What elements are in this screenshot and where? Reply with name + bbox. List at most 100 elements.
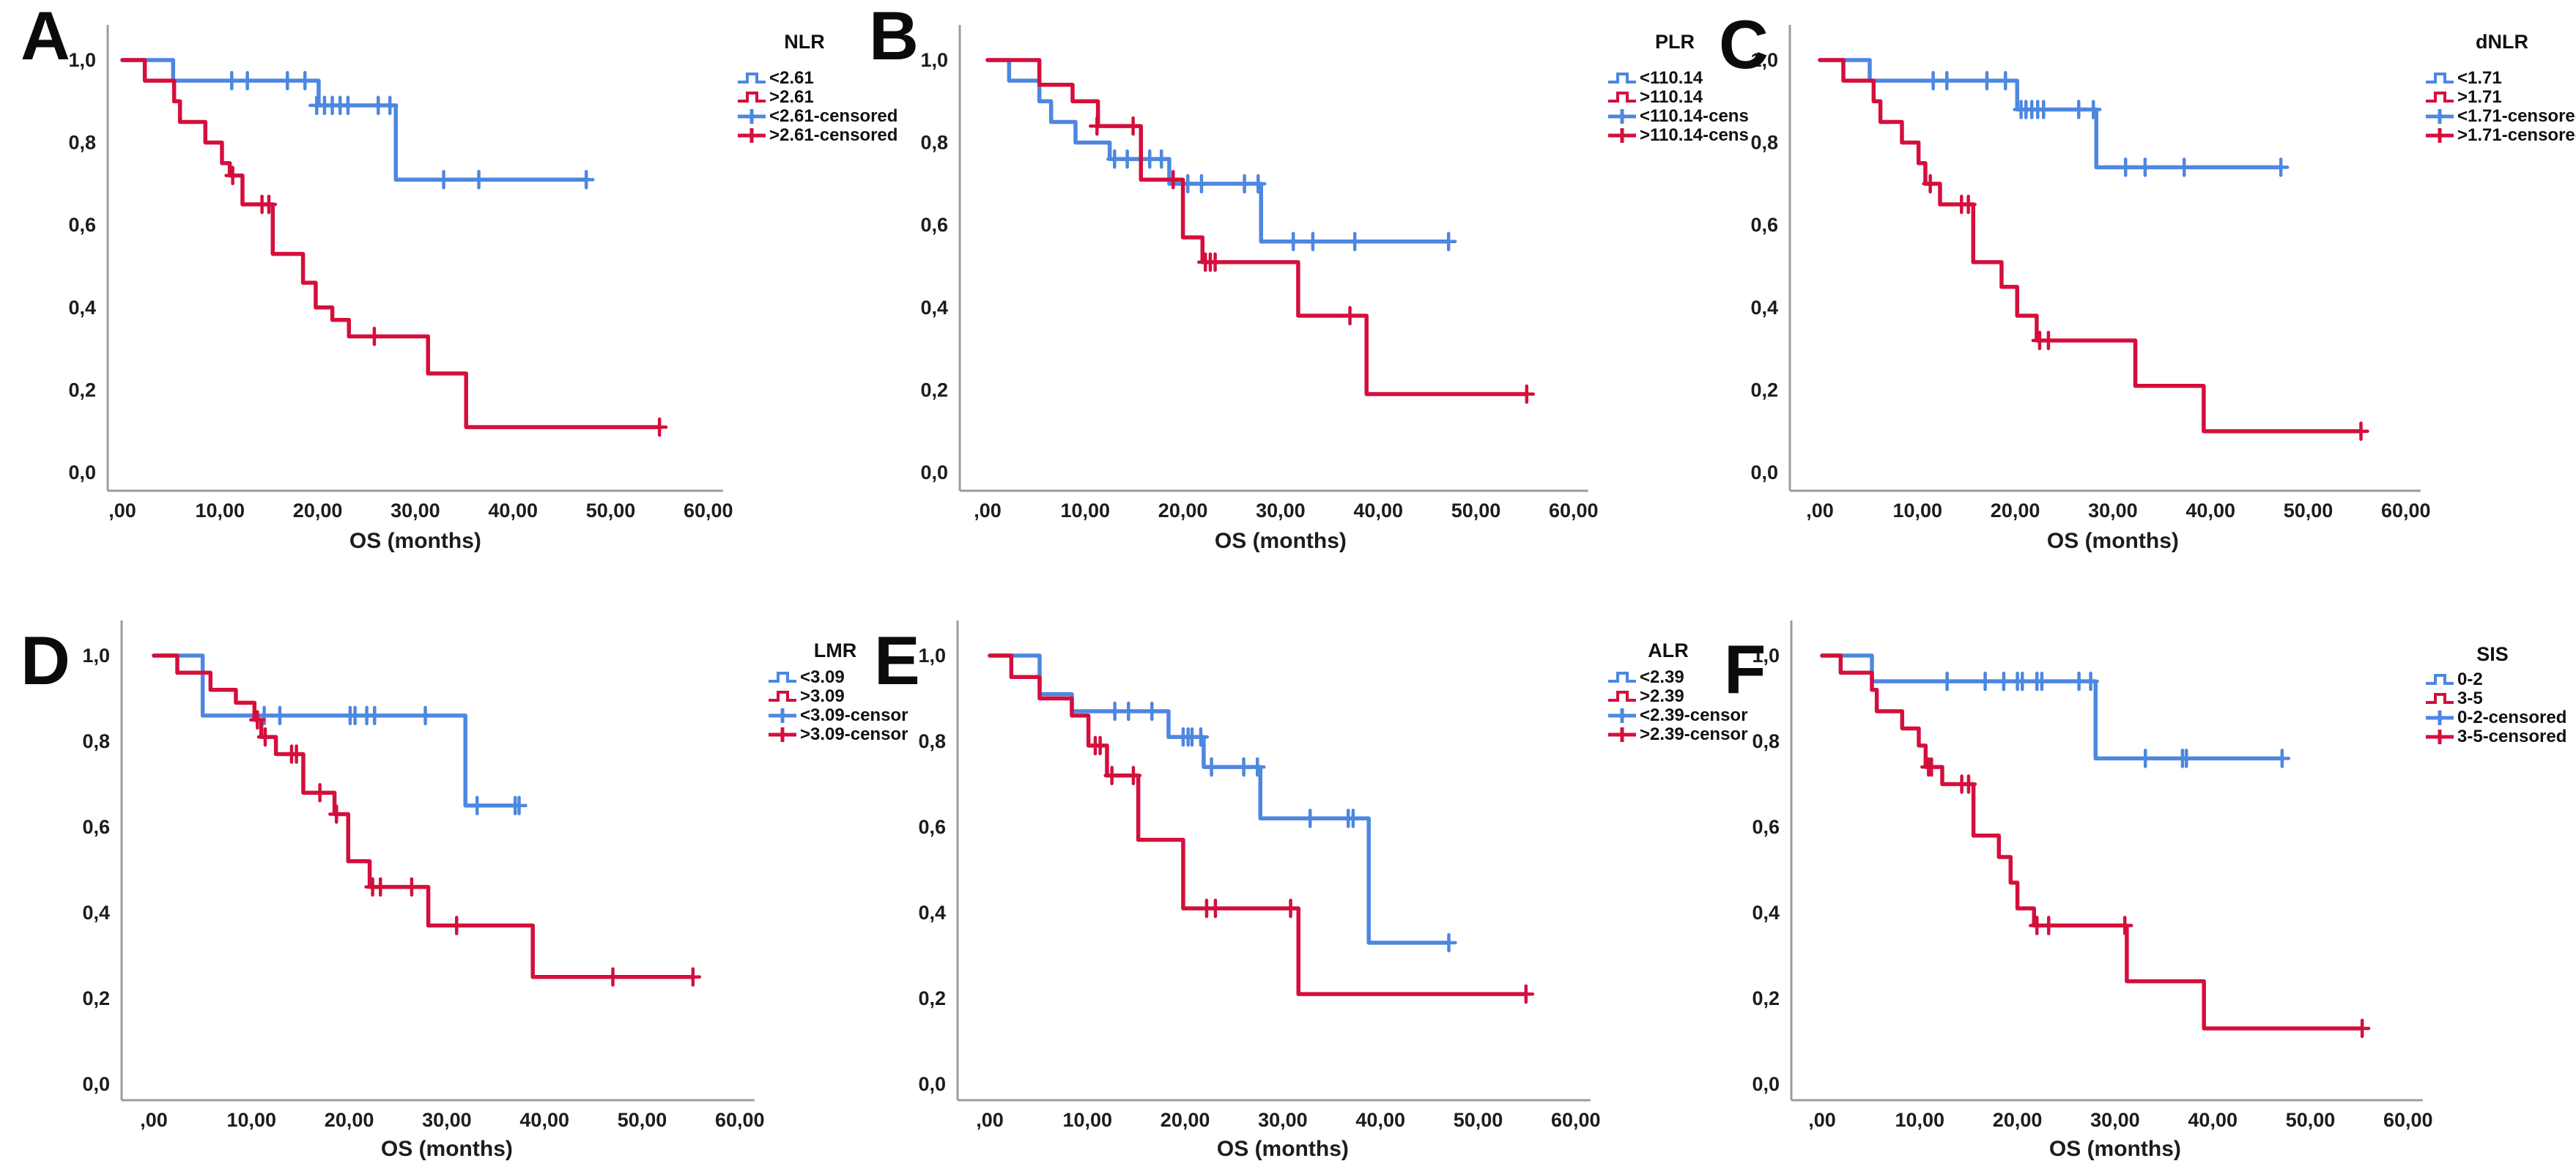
legend-item: >1.71-censored — [2425, 125, 2576, 145]
x-tick-label: 40,00 — [488, 500, 538, 522]
panel-B: 1,0 0,8 0,6 0,4 0,2 0,0 ,00 10,00 20,00 30,00 40,0… — [859, 0, 1749, 586]
y-tick-label: 1,0 — [920, 49, 948, 71]
censor-mark — [1207, 252, 1224, 272]
censor-mark — [1518, 384, 1536, 404]
censor-mark — [271, 705, 289, 726]
censor-mark — [1165, 170, 1182, 190]
censor-mark — [297, 70, 314, 91]
panel-letter: B — [869, 0, 919, 74]
censor-mark — [1341, 305, 1358, 326]
panel-F: 1,0 0,8 0,6 0,4 0,2 0,0 ,00 10,00 20,00 30,00 40,0… — [1717, 619, 2576, 1161]
legend-item: <3.09 — [768, 667, 936, 687]
x-tick-label: 60,00 — [684, 500, 733, 522]
legend-item: <1.71-censored — [2425, 106, 2576, 126]
legend-item: 0-2-censored — [2425, 708, 2576, 727]
y-tick-label: 0,2 — [918, 987, 946, 1009]
censor-mark — [339, 95, 357, 116]
censor-mark — [328, 804, 345, 824]
legend-label: 3-5 — [2457, 689, 2483, 708]
y-tick-label: 0,8 — [920, 132, 948, 154]
x-tick-label: 20,00 — [1158, 500, 1208, 522]
censor-mark — [1092, 735, 1109, 756]
censor-mark — [366, 705, 383, 726]
censor-mark — [1346, 231, 1363, 251]
y-tick-label: 0,0 — [1750, 461, 1778, 483]
x-tick-label: 20,00 — [1993, 1109, 2043, 1131]
legend-item: <2.61-censored — [737, 106, 906, 126]
km-curve-3-5 — [1820, 653, 2364, 1031]
legend-item: <2.39-censor — [1607, 705, 1776, 725]
censor-mark — [2175, 157, 2193, 177]
censor-mark — [511, 795, 528, 815]
legend-item: >3.09-censor — [768, 724, 936, 744]
censor-cross-icon — [1608, 727, 1636, 742]
x-tick-label: 10,00 — [1895, 1109, 1945, 1131]
y-tick-label: 1,0 — [918, 645, 946, 667]
censor-mark — [2273, 749, 2291, 768]
km-curve-<2.61 — [120, 58, 588, 182]
censor-mark — [1304, 231, 1322, 251]
legend-label: <2.39 — [1640, 667, 1684, 687]
censor-mark — [1106, 149, 1123, 169]
censor-mark — [2353, 1018, 2371, 1039]
legend-label: >2.61 — [769, 87, 814, 107]
censor-mark — [1344, 809, 1362, 828]
legend-title: dNLR — [2476, 31, 2528, 53]
censor-mark — [1923, 757, 1940, 777]
x-tick-label: 10,00 — [1063, 1109, 1113, 1131]
legend-label: >2.61-censored — [769, 125, 898, 145]
censor-mark — [224, 166, 241, 185]
y-tick-label: 1,0 — [68, 49, 96, 71]
x-tick-label: 50,00 — [2286, 1109, 2336, 1131]
censor-mark — [288, 744, 305, 764]
censor-mark — [1922, 174, 1939, 194]
x-tick-label: ,00 — [1806, 500, 1834, 522]
censor-mark — [1997, 70, 2014, 91]
censor-mark — [435, 170, 452, 190]
censor-mark — [1207, 898, 1224, 919]
legend-item: >2.61-censored — [737, 125, 906, 145]
censor-mark — [1119, 149, 1136, 169]
y-tick-label: 0,4 — [1752, 902, 1780, 924]
censor-mark — [470, 170, 487, 190]
legend-item: <2.61 — [737, 68, 906, 88]
panel-E: 1,0 0,8 0,6 0,4 0,2 0,0 ,00 10,00 20,00 30,00 40,0… — [859, 619, 1747, 1161]
legend-label: >3.09-censor — [800, 724, 908, 744]
panel-letter: C — [1719, 6, 1769, 83]
x-tick-label: 40,00 — [1355, 1109, 1405, 1131]
legend-label: <2.39-censor — [1640, 705, 1748, 725]
censor-mark — [2035, 100, 2052, 119]
y-tick-label: 0,8 — [68, 132, 96, 154]
legend-item: 0-2 — [2425, 669, 2576, 689]
panel-letter: F — [1724, 631, 1766, 708]
censor-mark — [1144, 701, 1161, 722]
x-tick-label: 10,00 — [1893, 500, 1943, 522]
x-axis-title: OS (months) — [1215, 529, 1347, 553]
x-tick-label: 50,00 — [586, 500, 636, 522]
y-tick-label: 0,2 — [1750, 379, 1778, 401]
censor-mark — [1440, 932, 1457, 953]
legend-title: SIS — [2476, 643, 2509, 665]
legend-label: 0-2-censored — [2457, 708, 2567, 727]
legend-LMR: LMR <3.09 >3.09 <3.09-censor >3.09-censo… — [768, 639, 936, 744]
y-tick-label: 0,0 — [920, 461, 948, 483]
legend-label: <3.09-censor — [800, 705, 908, 725]
x-axis-title: OS (months) — [2049, 1137, 2181, 1161]
censor-mark — [372, 877, 389, 897]
x-tick-label: 60,00 — [1549, 500, 1599, 522]
x-tick-label: 30,00 — [2088, 500, 2138, 522]
legend-label: >1.71-censored — [2457, 125, 2576, 145]
censor-mark — [1977, 671, 1994, 691]
x-tick-label: 40,00 — [2188, 1109, 2238, 1131]
km-curve->110.14 — [985, 58, 1529, 396]
step-line-icon — [2426, 693, 2454, 704]
km-plot-D: 1,0 0,8 0,6 0,4 0,2 0,0 ,00 10,00 20,00 30,00 40,0… — [82, 620, 765, 1161]
y-tick-label: 0,8 — [918, 730, 946, 752]
x-tick-label: ,00 — [976, 1109, 1004, 1131]
x-tick-label: 50,00 — [618, 1109, 667, 1131]
censor-mark — [448, 916, 465, 935]
step-line-icon — [1608, 691, 1636, 702]
censor-mark — [651, 417, 668, 437]
legend-item: >2.39 — [1607, 686, 1776, 706]
